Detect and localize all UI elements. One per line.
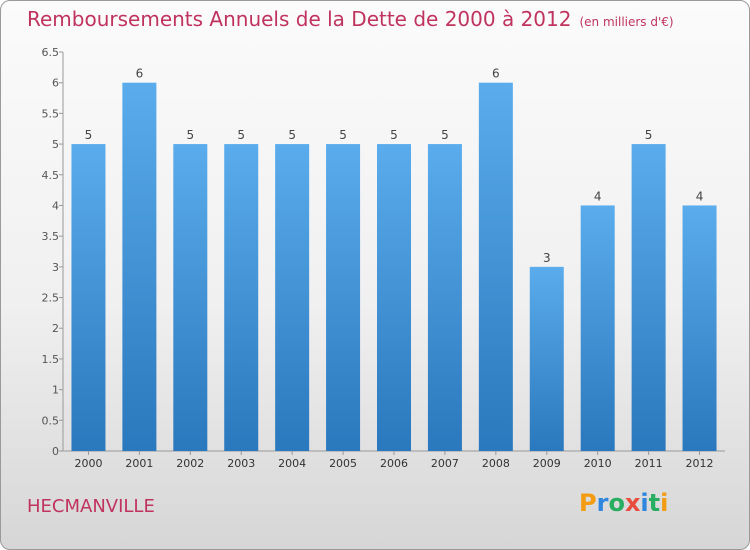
chart-title: Remboursements Annuels de la Dette de 20… xyxy=(27,7,674,31)
bar xyxy=(224,144,259,452)
bar xyxy=(682,205,717,451)
logo-letter: o xyxy=(608,489,625,517)
x-tick-label: 2008 xyxy=(482,457,510,470)
y-tick-label: 3 xyxy=(52,261,59,274)
logo-letter: t xyxy=(648,489,661,517)
bar xyxy=(427,144,462,452)
y-tick-label: 5 xyxy=(52,138,59,151)
y-tick-label: 3.5 xyxy=(42,230,60,243)
bar-value-label: 6 xyxy=(492,67,500,81)
y-tick-label: 1 xyxy=(52,384,59,397)
y-tick-label: 0.5 xyxy=(42,414,60,427)
proxiti-logo: Proxiti xyxy=(579,489,668,517)
x-tick-label: 2004 xyxy=(278,457,306,470)
bar xyxy=(122,82,157,451)
x-tick-label: 2012 xyxy=(686,457,714,470)
x-tick-label: 2007 xyxy=(431,457,459,470)
chart-title-text: Remboursements Annuels de la Dette de 20… xyxy=(27,7,572,31)
bar-value-label: 3 xyxy=(543,251,551,265)
bar-value-label: 5 xyxy=(85,128,93,142)
x-tick-label: 2005 xyxy=(329,457,357,470)
bar-value-label: 5 xyxy=(288,128,296,142)
y-tick-label: 0 xyxy=(52,445,59,458)
y-tick-label: 4 xyxy=(52,199,59,212)
bar xyxy=(71,144,106,452)
bar-value-label: 4 xyxy=(594,189,602,203)
bar xyxy=(326,144,361,452)
logo-letter: r xyxy=(596,489,609,517)
y-tick-label: 5.5 xyxy=(42,107,60,120)
chart-axes: 0 0.5 1 1.5 2 2.5 3 3.5 4 4.5 5 5.5 6 6.5 2000 2001 2002… xyxy=(42,46,725,470)
bar-value-label: 5 xyxy=(186,128,194,142)
chart-subtitle: (en milliers d'€) xyxy=(579,15,674,29)
x-tick-label: 2006 xyxy=(380,457,408,470)
logo-letter: x xyxy=(624,489,641,517)
bar xyxy=(580,205,615,451)
y-tick-label: 2.5 xyxy=(42,292,60,305)
bar xyxy=(631,144,666,452)
x-tick-label: 2001 xyxy=(125,457,153,470)
y-tick-label: 2 xyxy=(52,322,59,335)
bar-value-label: 5 xyxy=(390,128,398,142)
bar-value-label: 5 xyxy=(339,128,347,142)
logo-letter: i xyxy=(660,489,669,517)
logo-letter: P xyxy=(579,489,597,517)
y-tick-label: 1.5 xyxy=(42,353,60,366)
y-tick-label: 6.5 xyxy=(42,46,60,59)
bar-value-label: 6 xyxy=(136,67,144,81)
x-tick-label: 2003 xyxy=(227,457,255,470)
bar-value-label: 5 xyxy=(645,128,653,142)
logo-letter: i xyxy=(640,489,649,517)
bar xyxy=(529,266,564,451)
y-tick-label: 4.5 xyxy=(42,169,60,182)
x-tick-label: 2010 xyxy=(584,457,612,470)
bar xyxy=(275,144,310,452)
bar-value-label: 5 xyxy=(441,128,449,142)
x-tick-label: 2011 xyxy=(635,457,663,470)
x-tick-label: 2002 xyxy=(176,457,204,470)
x-tick-label: 2000 xyxy=(74,457,102,470)
bars-group: 5 6 5 5 5 5 5 5 6 3 4 5 4 xyxy=(71,67,717,452)
bar xyxy=(173,144,208,452)
bar xyxy=(478,82,513,451)
town-name: HECMANVILLE xyxy=(27,496,155,517)
bar xyxy=(377,144,411,452)
y-tick-label: 6 xyxy=(52,77,59,90)
bar-value-label: 5 xyxy=(237,128,245,142)
bar-value-label: 4 xyxy=(696,189,704,203)
x-tick-label: 2009 xyxy=(533,457,561,470)
